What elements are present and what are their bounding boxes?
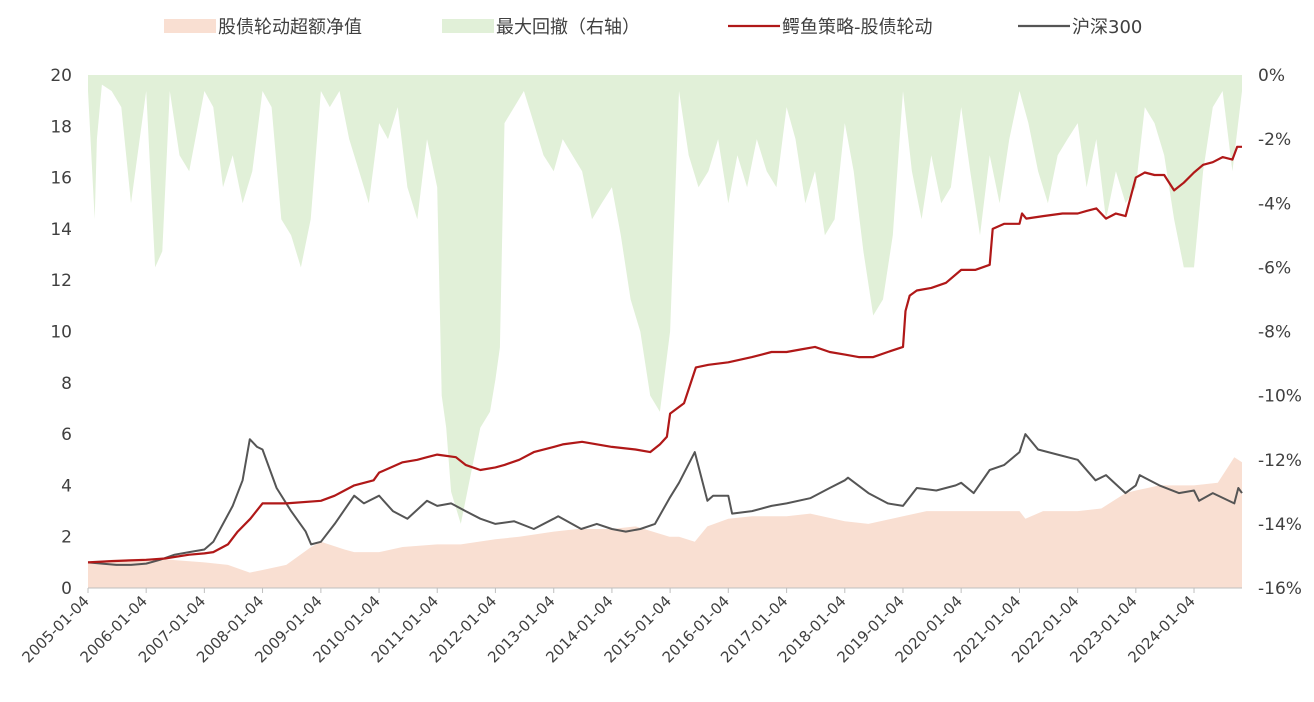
y-right-tick-label: -10% [1258,387,1302,407]
drawdown-area [88,75,1242,524]
y-right-tick-label: -14% [1258,515,1302,535]
y-left-tick-label: 20 [50,66,72,86]
hs300-line [87,433,1243,566]
y-right-tick-label: -12% [1258,451,1302,471]
y-right-tick-label: -2% [1258,130,1291,150]
legend-label: 沪深300 [1072,17,1142,38]
y-left-tick-label: 16 [50,169,72,189]
legend-label: 最大回撤（右轴） [496,17,640,38]
y-left-tick-label: 18 [50,117,72,137]
legend-label: 鳄鱼策略-股债轮动 [782,17,933,38]
y-left-tick-label: 10 [50,323,72,343]
legend-label: 股债轮动超额净值 [218,17,362,38]
y-left-tick-label: 2 [61,528,72,548]
series-lines [87,145,1243,566]
y-right-tick-label: -8% [1258,323,1291,343]
y-left-tick-label: 8 [61,374,72,394]
y-right-tick-label: -4% [1258,194,1291,214]
legend: 股债轮动超额净值 最大回撤（右轴） 鳄鱼策略-股债轮动 沪深300 [164,17,1142,38]
y-left-tick-label: 0 [61,579,72,599]
excess-nav-area-path [88,457,1242,588]
y-right-tick-label: -6% [1258,258,1291,278]
y-right-tick-label: -16% [1258,579,1302,599]
drawdown-area-path [88,75,1242,524]
y-left-tick-label: 6 [61,425,72,445]
y-left-tick-label: 12 [50,271,72,291]
y-right-tick-label: 0% [1258,66,1285,86]
legend-swatch-area [164,19,216,33]
y-left-tick-label: 4 [61,476,72,496]
y-left-tick-label: 14 [50,220,72,240]
strategy-line [87,145,1242,564]
excess-area [88,457,1242,588]
legend-swatch-area [442,19,494,33]
